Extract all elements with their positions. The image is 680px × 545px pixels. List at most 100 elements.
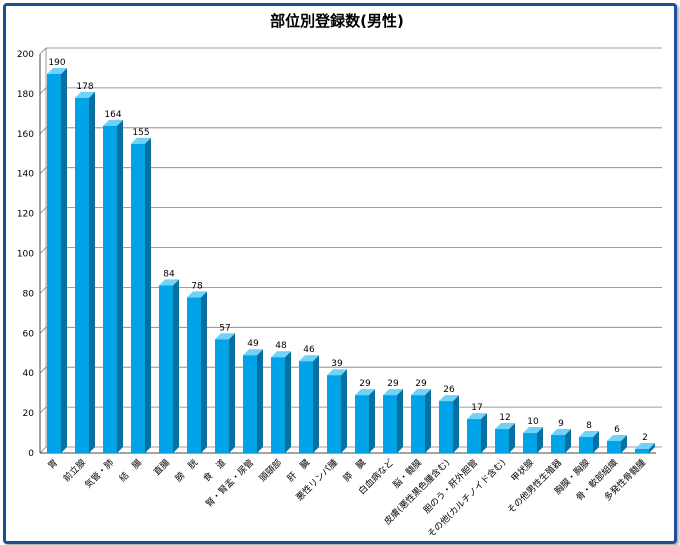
bar (243, 355, 257, 453)
x-tick-label: 膵 臓 (341, 457, 368, 484)
data-label: 29 (387, 379, 399, 389)
bar-side (621, 435, 627, 453)
x-tick-label: 甲状腺 (509, 457, 537, 485)
bar (411, 395, 425, 453)
data-label: 6 (614, 425, 620, 435)
bar-side (285, 351, 291, 453)
x-tick-label: 腎・腎盂・尿管 (203, 457, 256, 510)
bar (327, 375, 341, 453)
bar (579, 437, 593, 453)
gridline-depth (39, 167, 47, 174)
bar-side (481, 413, 487, 453)
bar-top (607, 435, 627, 442)
bar (635, 449, 649, 453)
bar (551, 435, 565, 453)
y-tick-label: 200 (17, 50, 34, 60)
bar-top (243, 349, 263, 356)
bar (187, 297, 201, 453)
bar-top (439, 395, 459, 402)
y-axis-ticks: 0 20 40 60 80 100 120 140 160 180 200 (17, 50, 34, 459)
y-tick-label: 180 (17, 90, 34, 100)
data-label: 9 (558, 419, 564, 429)
bar-side (425, 389, 431, 453)
bar-top (327, 369, 347, 376)
bars (47, 67, 655, 453)
y-tick-label: 100 (17, 250, 34, 260)
bar-top (355, 389, 375, 396)
y-tick-label: 20 (23, 409, 35, 419)
bar-top (75, 91, 95, 98)
x-tick-label: 膀 胱 (173, 457, 201, 485)
data-label: 48 (275, 341, 287, 351)
x-tick-label: 頭頸部 (257, 457, 285, 485)
gridline-depth (39, 47, 47, 55)
bar (131, 143, 145, 453)
x-tick-label: 結 腸 (117, 457, 145, 485)
data-label: 17 (471, 403, 482, 413)
bar-side (89, 91, 95, 453)
bar-side (201, 291, 207, 453)
bar-side (117, 119, 123, 453)
bar (47, 73, 61, 453)
data-label: 39 (331, 359, 343, 369)
data-label: 178 (76, 82, 93, 92)
bar-side (173, 279, 179, 453)
bar-top (495, 423, 515, 430)
x-tick-label: 直腸 (151, 457, 172, 478)
bar (523, 433, 537, 453)
data-label: 26 (443, 385, 455, 395)
bar (355, 395, 369, 453)
bar-side (649, 443, 655, 453)
bar-side (145, 137, 151, 453)
bar (607, 441, 621, 453)
bar-top (579, 431, 599, 438)
data-label: 29 (415, 379, 427, 389)
gridline-depth (39, 127, 47, 135)
bar-top (411, 389, 431, 396)
y-tick-label: 140 (17, 170, 34, 180)
bar-top (271, 351, 291, 358)
data-label: 12 (499, 413, 510, 423)
bar-side (537, 427, 543, 453)
gridline-depth (39, 446, 47, 454)
x-tick-label: 食 道 (201, 457, 229, 485)
bar-top (131, 137, 151, 144)
gridline-depth (39, 327, 47, 334)
gridline-depth (39, 87, 47, 95)
bar (271, 357, 285, 453)
data-label: 164 (104, 110, 121, 120)
gridline-depth (39, 366, 47, 374)
data-label: 155 (132, 128, 149, 138)
bar (75, 97, 89, 453)
bar-top (299, 355, 319, 362)
gridline-depth (39, 247, 47, 254)
x-tick-label: 肝 臓 (285, 457, 312, 484)
bar-top (47, 67, 67, 74)
bar-side (313, 355, 319, 453)
data-label: 8 (586, 421, 592, 431)
y-tick-label: 120 (17, 210, 34, 220)
data-label: 10 (527, 417, 539, 427)
gridline-depth (39, 406, 47, 414)
x-axis-ticks: 胃前立腺気管・肺結 腸直腸膀 胱食 道腎・腎盂・尿管 頭頸部肝 臓悪性リンパ腫膵 … (46, 457, 648, 540)
bar-side (257, 349, 263, 453)
bar (215, 339, 229, 453)
data-label: 46 (303, 345, 315, 355)
data-label: 2 (642, 433, 648, 443)
data-label: 78 (191, 281, 203, 291)
bar (159, 285, 173, 453)
data-label: 190 (48, 58, 65, 68)
bar (299, 361, 313, 453)
y-tick-label: 160 (17, 130, 34, 140)
y-tick-label: 0 (28, 449, 34, 459)
chart-title: 部位別登録数(男性) (270, 12, 404, 30)
bar-side (369, 389, 375, 453)
bar-side (593, 431, 599, 453)
bar-top (523, 427, 543, 434)
bar-side (565, 429, 571, 453)
bar-side (453, 395, 459, 453)
bar-side (397, 389, 403, 453)
bar (103, 125, 117, 453)
bar (439, 401, 453, 453)
